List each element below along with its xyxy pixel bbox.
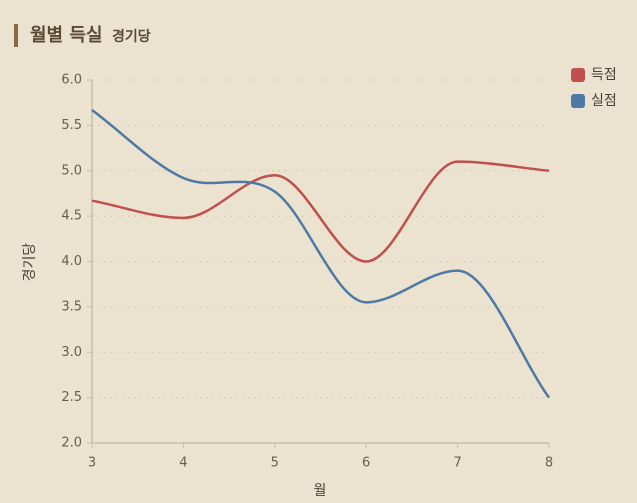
legend-label: 실점 [591, 93, 617, 109]
x-tick-label: 6 [362, 456, 370, 471]
chart-subtitle: 경기당 [112, 28, 151, 45]
y-tick-label: 2.5 [61, 390, 82, 405]
legend-swatch [571, 94, 585, 108]
y-tick-label: 5.0 [61, 163, 82, 178]
y-tick-label: 3.5 [61, 299, 82, 314]
x-axis-label: 월 [314, 483, 327, 499]
legend-swatch [571, 68, 585, 82]
series-line [91, 160, 550, 263]
y-tick-label: 4.5 [61, 209, 82, 224]
x-tick-label: 8 [545, 456, 553, 471]
y-tick-label: 6.0 [61, 73, 82, 88]
y-tick-label: 4.0 [61, 254, 82, 269]
y-axis-label: 경기당 [22, 243, 38, 282]
y-tick-label: 2.0 [61, 436, 82, 451]
y-tick-label: 3.0 [61, 345, 82, 360]
x-tick-label: 3 [88, 456, 96, 471]
chart-title: 월별 득실 [30, 25, 103, 46]
x-tick-label: 4 [179, 456, 187, 471]
y-tick-label: 5.5 [61, 118, 82, 133]
series-line [91, 108, 551, 399]
title-bar [14, 24, 18, 47]
x-tick-label: 7 [453, 456, 461, 471]
x-tick-label: 5 [271, 456, 279, 471]
legend-label: 득점 [591, 67, 617, 83]
